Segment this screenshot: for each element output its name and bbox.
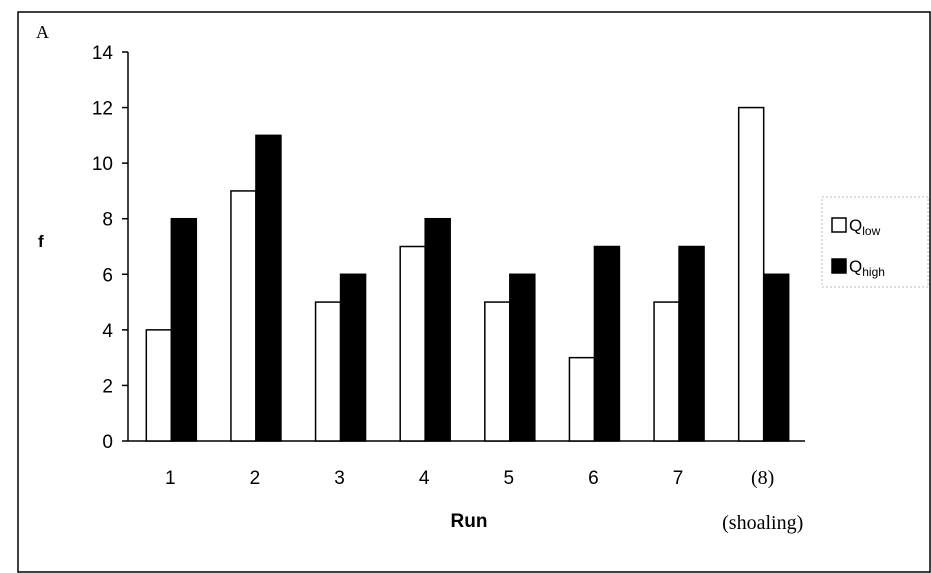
figure-frame (17, 11, 931, 573)
bar-high-4 (424, 217, 451, 442)
y-axis-label: f (38, 232, 44, 251)
legend-swatch-low (831, 217, 847, 233)
legend-frame (821, 196, 929, 288)
y-tick-label: 2 (102, 376, 113, 397)
bar-low-7 (653, 301, 680, 442)
x-tick-label: 3 (334, 468, 345, 489)
bar-low-3 (314, 301, 342, 442)
x-axis-label: Run (451, 511, 488, 532)
x-tick-label: (8) (751, 467, 774, 489)
x-tick-label: 1 (165, 468, 176, 489)
bar-low-6 (568, 356, 596, 442)
bar-low-2 (230, 190, 257, 442)
y-tick-label: 10 (92, 154, 113, 175)
bar-high-5 (509, 273, 536, 442)
y-tick-label: 0 (102, 432, 113, 453)
bar-high-2 (255, 134, 282, 442)
x-tick-label: 7 (673, 468, 684, 489)
bar-low-4 (399, 245, 426, 442)
bar-low-1 (145, 329, 173, 442)
legend: Qlow Qhigh (821, 196, 929, 288)
bar-high-3 (339, 273, 367, 442)
bar-low-8 (737, 106, 765, 442)
panel-label: A (36, 22, 49, 42)
bar-high-6 (593, 245, 621, 442)
legend-label-low: Qlow (849, 216, 881, 238)
bar-high-8 (762, 273, 790, 442)
y-tick-label: 4 (102, 321, 113, 342)
y-tick-label: 8 (102, 210, 113, 231)
y-tick-label: 14 (92, 43, 114, 64)
y-tick-label: 12 (92, 99, 113, 120)
bar-low-5 (484, 301, 511, 442)
x-tick-label: 2 (250, 468, 261, 489)
x-tick-label: 4 (419, 468, 430, 489)
x-tick-label: 6 (588, 468, 599, 489)
x-tick-label: 5 (504, 468, 515, 489)
bar-high-1 (170, 217, 198, 442)
bar-high-7 (678, 245, 705, 442)
legend-label-high: Qhigh (849, 257, 885, 279)
legend-swatch-high (831, 258, 847, 274)
y-tick-label: 6 (102, 265, 113, 286)
x-tick-note: (shoaling) (722, 512, 803, 534)
